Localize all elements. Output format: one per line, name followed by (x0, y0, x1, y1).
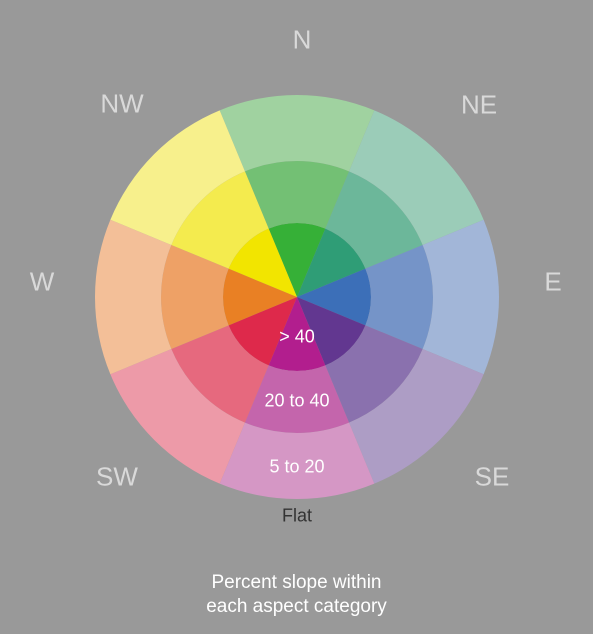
flat-label: Flat (282, 506, 312, 527)
direction-label-e: E (544, 267, 561, 298)
ring-label-0: > 40 (279, 327, 315, 348)
direction-label-w: W (30, 267, 55, 298)
ring-label-2: 5 to 20 (269, 457, 324, 478)
wedge-w-ring2 (95, 220, 171, 375)
wedge-n-ring2 (220, 95, 375, 171)
caption-line-1: Percent slope within (206, 571, 387, 595)
wedge-e-ring2 (423, 220, 499, 375)
direction-label-n: N (293, 25, 312, 56)
ring-label-1: 20 to 40 (264, 391, 329, 412)
aspect-slope-diagram: N NE E SE SW W NW > 40 20 to 40 5 to 20 Flat Percen… (0, 0, 593, 634)
caption-line-2: each aspect category (206, 595, 387, 619)
sunburst-chart (0, 0, 593, 634)
direction-label-sw: SW (96, 462, 138, 493)
direction-label-ne: NE (461, 90, 497, 121)
caption: Percent slope withineach aspect category (206, 571, 387, 619)
direction-label-se: SE (475, 462, 510, 493)
direction-label-nw: NW (100, 89, 143, 120)
